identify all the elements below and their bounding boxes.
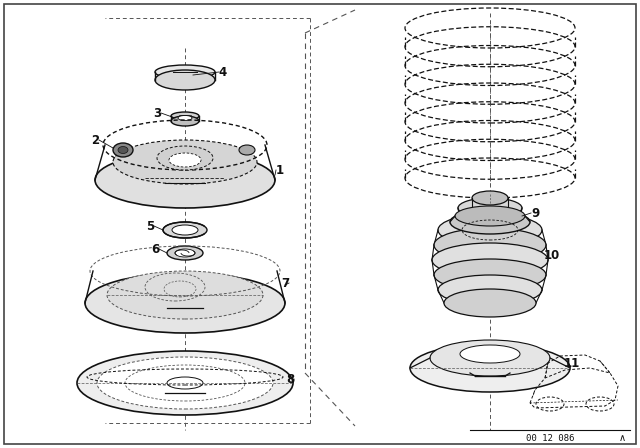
Text: 9: 9 xyxy=(531,207,539,220)
Ellipse shape xyxy=(464,231,516,251)
Text: 10: 10 xyxy=(544,249,560,262)
Text: 7: 7 xyxy=(281,276,289,289)
Ellipse shape xyxy=(458,198,522,218)
Ellipse shape xyxy=(460,345,520,363)
Ellipse shape xyxy=(434,259,546,291)
Ellipse shape xyxy=(438,214,542,246)
Ellipse shape xyxy=(155,70,215,90)
Ellipse shape xyxy=(118,146,128,154)
Ellipse shape xyxy=(163,222,207,238)
Ellipse shape xyxy=(77,351,293,415)
Ellipse shape xyxy=(444,289,536,317)
Ellipse shape xyxy=(167,246,203,260)
Ellipse shape xyxy=(462,220,518,240)
Ellipse shape xyxy=(113,140,257,184)
Ellipse shape xyxy=(455,206,525,226)
Ellipse shape xyxy=(438,275,542,305)
Ellipse shape xyxy=(95,152,275,208)
Ellipse shape xyxy=(85,273,285,333)
Text: 6: 6 xyxy=(151,242,159,255)
Ellipse shape xyxy=(113,143,133,157)
Ellipse shape xyxy=(155,65,215,79)
Ellipse shape xyxy=(172,225,198,235)
Ellipse shape xyxy=(430,340,550,376)
Text: ∧: ∧ xyxy=(618,433,625,443)
Ellipse shape xyxy=(107,271,263,319)
Ellipse shape xyxy=(434,228,546,262)
Ellipse shape xyxy=(178,116,192,121)
Ellipse shape xyxy=(460,209,520,229)
Ellipse shape xyxy=(239,145,255,155)
Ellipse shape xyxy=(432,243,548,277)
Ellipse shape xyxy=(171,116,199,126)
Text: 2: 2 xyxy=(91,134,99,146)
Ellipse shape xyxy=(171,112,199,120)
Text: 00 12 086: 00 12 086 xyxy=(526,434,574,443)
Text: 3: 3 xyxy=(153,107,161,120)
Ellipse shape xyxy=(157,146,213,170)
Ellipse shape xyxy=(472,191,508,205)
Text: 8: 8 xyxy=(286,372,294,385)
Ellipse shape xyxy=(410,344,570,392)
Ellipse shape xyxy=(97,357,273,409)
Ellipse shape xyxy=(169,153,201,167)
Ellipse shape xyxy=(167,377,203,389)
Text: 4: 4 xyxy=(219,65,227,78)
Ellipse shape xyxy=(450,210,530,234)
Text: 1: 1 xyxy=(276,164,284,177)
Text: 5: 5 xyxy=(146,220,154,233)
Text: 11: 11 xyxy=(564,357,580,370)
Ellipse shape xyxy=(175,249,195,257)
